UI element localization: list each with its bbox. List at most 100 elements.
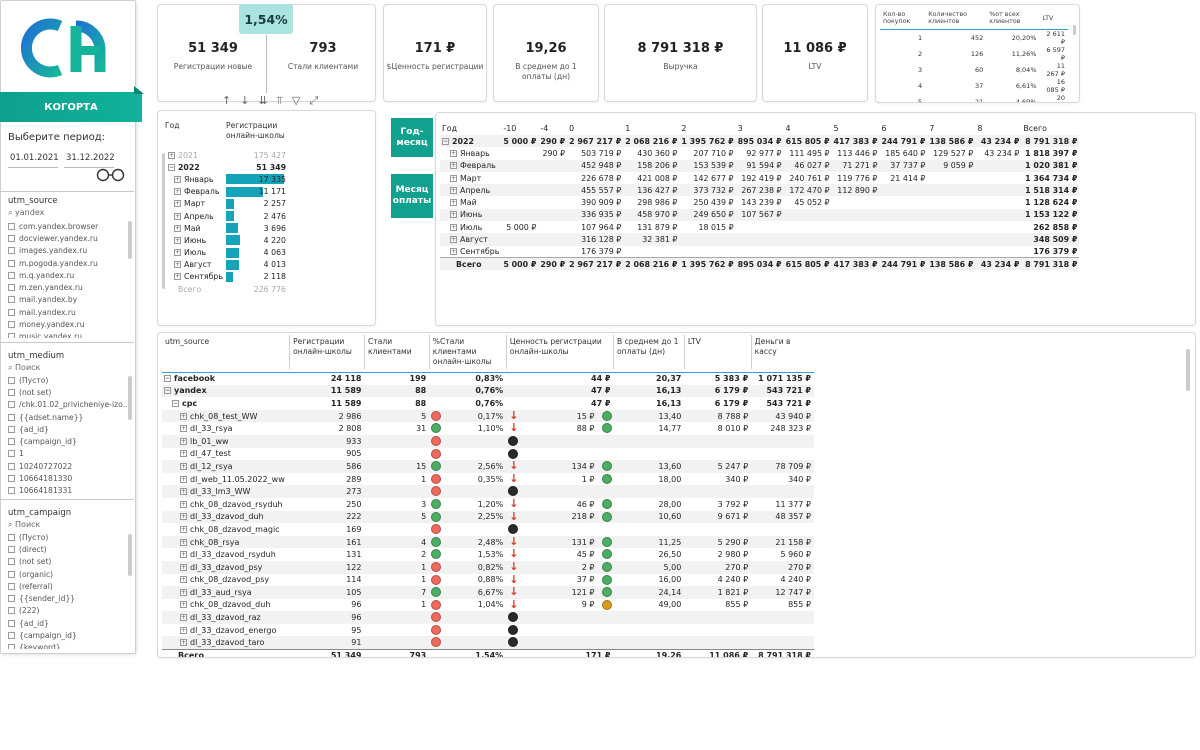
reg-month-row[interactable]: + Июль 4 063 (162, 247, 288, 259)
slicer-option[interactable]: mail.yandex.ru (8, 306, 136, 318)
glasses-icon[interactable] (96, 168, 126, 182)
reg-month-row[interactable]: + Август 4 013 (162, 259, 288, 271)
expand-icon[interactable]: + (180, 576, 187, 584)
expand-icon[interactable]: + (168, 151, 175, 159)
checkbox-icon[interactable] (8, 308, 15, 316)
main-row-label[interactable]: + dl_33_lm3_WW (162, 485, 290, 498)
slicer-option[interactable]: (Пусто) (8, 374, 136, 386)
slicer-option[interactable]: (not set) (8, 386, 136, 398)
main-row-label[interactable]: + dl_33_dzavod_energo (162, 624, 290, 637)
slicer-option[interactable]: {keyword} (8, 642, 136, 649)
slicer-option[interactable]: /chk.01.02_privicheniye-izo... (8, 399, 136, 411)
expand-icon[interactable]: + (180, 500, 187, 508)
slicer-option[interactable]: (Пусто) (8, 531, 136, 543)
main-row[interactable]: + dl_33_dzavod_taro 91 (162, 636, 814, 650)
main-row-label[interactable]: + lb_01_ww (162, 435, 290, 448)
checkbox-icon[interactable] (8, 284, 15, 292)
reg-month-row[interactable]: + Май 3 696 (162, 222, 288, 234)
reg-month-row[interactable]: + Март 2 257 (162, 198, 288, 210)
checkbox-icon[interactable] (8, 296, 15, 304)
main-row[interactable]: − cpc 11 589 88 0,76% 47 ₽ 16,13 6 179 ₽ 543 721… (162, 397, 814, 410)
date-to-input[interactable]: 31.12.2022 (64, 150, 115, 168)
expand-icon[interactable]: + (180, 551, 187, 559)
main-row-label[interactable]: + chk_08_dzavod_magic (162, 523, 290, 536)
cohort-row-label[interactable]: + Январь (440, 147, 501, 159)
collapse-icon[interactable]: − (164, 375, 171, 383)
slicer-option[interactable]: mail.yandex.by (8, 294, 136, 306)
main-row[interactable]: + lb_01_ww 933 (162, 434, 814, 448)
main-row-label[interactable]: − facebook (162, 372, 290, 385)
focus-mode-icon[interactable]: ⤢ (309, 94, 319, 107)
expand-icon[interactable]: + (180, 425, 187, 433)
slicer-option[interactable]: (referral) (8, 580, 136, 592)
main-row[interactable]: + chk_08_dzavod_magic 169 (162, 523, 814, 536)
main-row[interactable]: + chk_08_test_WW 2 986 5 0,17% ↓ 15 ₽ 13,40 8 78… (162, 409, 814, 423)
slicer-option[interactable]: m.zen.yandex.ru (8, 281, 136, 293)
slicer-option[interactable]: 10240727022 (8, 460, 136, 472)
expand-icon[interactable]: + (180, 563, 187, 571)
checkbox-icon[interactable] (8, 533, 15, 541)
utm-medium-search[interactable]: ⌕ Поиск (8, 363, 40, 373)
main-header[interactable]: %Стали клиентами онлайн-школы (428, 335, 507, 369)
main-row[interactable]: + dl_33_aud_rsya 105 7 6,67% ↓ 121 ₽ 24,14 1 821… (162, 586, 814, 599)
main-row[interactable]: + dl_12_rsya 586 15 2,56% ↓ 134 ₽ 13,60 5 247 ₽ 7… (162, 460, 814, 473)
main-header[interactable]: Стали клиентами (363, 335, 430, 369)
utm-medium-scrollbar[interactable] (128, 376, 132, 420)
utm-source-search[interactable]: ⌕ yandex (8, 208, 44, 218)
expand-icon[interactable]: + (174, 273, 181, 281)
reg-scrollbar[interactable] (162, 153, 165, 289)
reg-month-row[interactable]: + 2021 175 427 (162, 149, 288, 161)
checkbox-icon[interactable] (8, 247, 15, 255)
main-row[interactable]: + dl_web_11.05.2022_ww 289 1 0,35% ↓ 1 ₽ 18,00 3… (162, 473, 814, 486)
reg-month-row[interactable]: + Сентябрь 2 118 (162, 271, 288, 283)
checkbox-icon[interactable] (8, 558, 15, 566)
slicer-option[interactable]: docviewer.yandex.ru (8, 232, 136, 244)
expand-icon[interactable]: + (180, 462, 187, 470)
checkbox-icon[interactable] (8, 475, 15, 483)
expand-icon[interactable]: + (174, 261, 181, 269)
reg-month-row[interactable]: − 2022 51 349 (162, 161, 288, 173)
checkbox-icon[interactable] (8, 545, 15, 553)
utm-campaign-scrollbar[interactable] (128, 534, 132, 576)
expand-icon[interactable]: + (450, 211, 457, 219)
reg-month-row[interactable]: + Июнь 4 220 (162, 234, 288, 246)
expand-icon[interactable]: + (174, 224, 181, 232)
reg-month-row[interactable]: + Апрель 2 476 (162, 210, 288, 222)
main-table-scrollbar[interactable] (1186, 349, 1190, 391)
main-row[interactable]: + chk_08_dzavod_duh 96 1 1,04% ↓ 9 ₽ 49,00 855 ₽… (162, 599, 814, 612)
main-row-label[interactable]: + dl_33_dzavod_raz (162, 611, 290, 624)
expand-icon[interactable]: + (180, 437, 187, 445)
main-header[interactable]: utm_source (165, 337, 210, 346)
main-row-label[interactable]: + dl_web_11.05.2022_ww (162, 473, 290, 486)
expand-icon[interactable]: + (180, 450, 187, 458)
checkbox-icon[interactable] (8, 462, 15, 470)
checkbox-icon[interactable] (8, 388, 15, 396)
expand-icon[interactable]: + (180, 525, 187, 533)
main-header[interactable]: В среднем до 1 оплаты (дн) (613, 335, 685, 369)
main-row[interactable]: + dl_47_test 905 (162, 448, 814, 461)
expand-icon[interactable]: + (180, 513, 187, 521)
drill-down-icon[interactable]: ↓ (240, 94, 250, 107)
checkbox-icon[interactable] (8, 487, 15, 495)
checkbox-icon[interactable] (8, 333, 15, 338)
checkbox-icon[interactable] (8, 632, 15, 640)
slicer-option[interactable]: {{sender_id}} (8, 592, 136, 604)
checkbox-icon[interactable] (8, 222, 15, 230)
main-row[interactable]: + chk_08_dzavod_rsyduh 250 3 1,20% ↓ 46 ₽ 28,00… (162, 498, 814, 511)
checkbox-icon[interactable] (8, 582, 15, 590)
reg-month-row[interactable]: + Февраль 11 171 (162, 186, 288, 198)
slicer-option[interactable]: (direct) (8, 543, 136, 555)
expand-icon[interactable]: + (174, 175, 181, 183)
expand-icon[interactable]: + (450, 223, 457, 231)
checkbox-icon[interactable] (8, 607, 15, 615)
main-row[interactable]: + dl_33_dzavod_raz 96 (162, 611, 814, 624)
main-row[interactable]: + dl_33_dzavod_energo 95 (162, 624, 814, 637)
main-row-label[interactable]: + chk_08_rsya (162, 536, 290, 549)
cohort-row-label[interactable]: + Февраль (440, 159, 502, 172)
expand-icon[interactable]: + (174, 236, 181, 244)
expand-icon[interactable]: + (180, 626, 187, 634)
main-row-label[interactable]: + dl_33_dzavod_taro (162, 636, 290, 649)
main-row[interactable]: + chk_08_rsya 161 4 2,48% ↓ 131 ₽ 11,25 5 290 ₽ 2… (162, 535, 814, 549)
checkbox-icon[interactable] (8, 438, 15, 446)
checkbox-icon[interactable] (8, 413, 15, 421)
